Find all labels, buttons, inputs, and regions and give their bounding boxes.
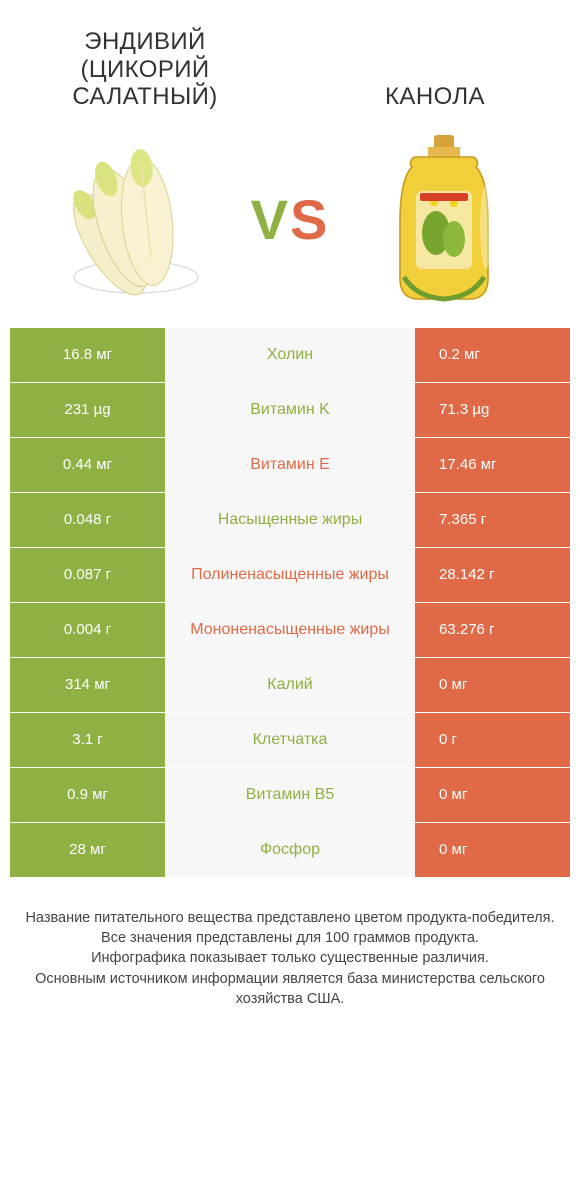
vs-label: VS	[243, 187, 338, 252]
canola-icon	[384, 127, 504, 312]
table-row: 28 мгФосфор0 мг	[10, 823, 570, 878]
cell-left-value: 0.087 г	[10, 548, 165, 602]
image-row: VS	[0, 119, 580, 328]
cell-right-value: 0 мг	[415, 768, 570, 822]
footnote: Название питательного вещества представл…	[0, 878, 580, 1029]
cell-right-value: 0 мг	[415, 658, 570, 712]
cell-nutrient-name: Витамин E	[165, 438, 415, 492]
comparison-table: 16.8 мгХолин0.2 мг231 µgВитамин K71.3 µg…	[10, 328, 570, 878]
cell-left-value: 0.004 г	[10, 603, 165, 657]
table-row: 231 µgВитамин K71.3 µg	[10, 383, 570, 438]
table-row: 0.44 мгВитамин E17.46 мг	[10, 438, 570, 493]
title-right-text: КАНОЛА	[385, 83, 485, 111]
endive-icon	[56, 139, 216, 299]
cell-left-value: 16.8 мг	[10, 328, 165, 382]
image-right-cell	[337, 127, 550, 312]
cell-left-value: 314 мг	[10, 658, 165, 712]
cell-nutrient-name: Холин	[165, 328, 415, 382]
cell-right-value: 28.142 г	[415, 548, 570, 602]
cell-left-value: 28 мг	[10, 823, 165, 877]
cell-nutrient-name: Полиненасыщенные жиры	[165, 548, 415, 602]
cell-nutrient-name: Клетчатка	[165, 713, 415, 767]
cell-nutrient-name: Витамин K	[165, 383, 415, 437]
cell-right-value: 0 г	[415, 713, 570, 767]
cell-nutrient-name: Насыщенные жиры	[165, 493, 415, 547]
cell-right-value: 0 мг	[415, 823, 570, 877]
title-right: КАНОЛА	[290, 28, 580, 111]
table-row: 0.9 мгВитамин B50 мг	[10, 768, 570, 823]
title-left-l3: САЛАТНЫЙ)	[72, 83, 217, 110]
cell-right-value: 7.365 г	[415, 493, 570, 547]
table-row: 0.087 гПолиненасыщенные жиры28.142 г	[10, 548, 570, 603]
table-row: 314 мгКалий0 мг	[10, 658, 570, 713]
cell-left-value: 231 µg	[10, 383, 165, 437]
cell-nutrient-name: Мононенасыщенные жиры	[165, 603, 415, 657]
vs-v: V	[251, 188, 290, 251]
title-left: ЭНДИВИЙ (ЦИКОРИЙ САЛАТНЫЙ)	[0, 28, 290, 111]
table-row: 0.004 гМононенасыщенные жиры63.276 г	[10, 603, 570, 658]
header-row: ЭНДИВИЙ (ЦИКОРИЙ САЛАТНЫЙ) КАНОЛА	[0, 0, 580, 119]
cell-right-value: 0.2 мг	[415, 328, 570, 382]
cell-right-value: 17.46 мг	[415, 438, 570, 492]
cell-left-value: 0.44 мг	[10, 438, 165, 492]
cell-nutrient-name: Фосфор	[165, 823, 415, 877]
vs-s: S	[290, 188, 329, 251]
table-row: 0.048 гНасыщенные жиры7.365 г	[10, 493, 570, 548]
cell-left-value: 0.048 г	[10, 493, 165, 547]
cell-nutrient-name: Калий	[165, 658, 415, 712]
image-left-cell	[30, 139, 243, 299]
title-left-l2: (ЦИКОРИЙ	[80, 56, 209, 83]
cell-left-value: 0.9 мг	[10, 768, 165, 822]
table-row: 16.8 мгХолин0.2 мг	[10, 328, 570, 383]
footnote-l3: Инфографика показывает только существенн…	[14, 948, 566, 968]
cell-right-value: 63.276 г	[415, 603, 570, 657]
cell-left-value: 3.1 г	[10, 713, 165, 767]
footnote-l1: Название питательного вещества представл…	[14, 908, 566, 928]
footnote-l4: Основным источником информации является …	[14, 969, 566, 1010]
footnote-l2: Все значения представлены для 100 граммо…	[14, 928, 566, 948]
title-left-l1: ЭНДИВИЙ	[84, 28, 205, 55]
table-row: 3.1 гКлетчатка0 г	[10, 713, 570, 768]
cell-right-value: 71.3 µg	[415, 383, 570, 437]
cell-nutrient-name: Витамин B5	[165, 768, 415, 822]
